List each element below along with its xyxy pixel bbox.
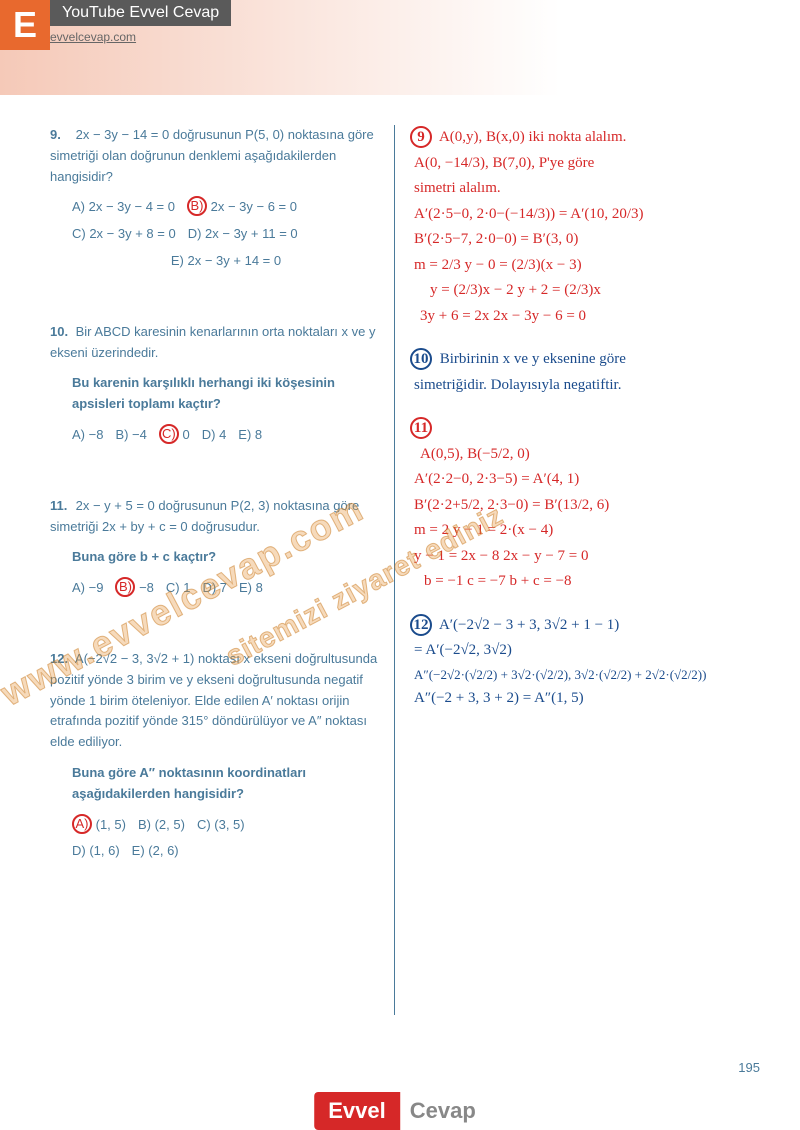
q9-opt-d: D) 2x − 3y + 11 = 0: [188, 224, 298, 245]
s9-l2: A(0, −14/3), B(7,0), P'ye göre: [414, 151, 780, 177]
q12-text: A(−2√2 − 3, 3√2 + 1) noktası x ekseni do…: [50, 651, 377, 749]
s9-l3: simetri alalım.: [414, 176, 780, 202]
s9-l1: A(0,y), B(x,0) iki nokta alalım.: [439, 129, 626, 145]
q12-number: 12.: [50, 649, 72, 670]
q11-opt-b-val: −8: [139, 580, 154, 595]
s11-l2: A′(2·2−0, 2·3−5) = A′(4, 1): [414, 467, 780, 493]
q11-text: 2x − y + 5 = 0 doğrusunun P(2, 3) noktas…: [50, 498, 359, 534]
q10-opt-c-val: 0: [183, 427, 190, 442]
s9-l6: m = 2/3 y − 0 = (2/3)(x − 3): [414, 253, 780, 279]
q11-number: 11.: [50, 496, 72, 517]
q10-line2: Bu karenin karşılıklı herhangi iki köşes…: [72, 373, 380, 415]
q10-answer-circle: C): [159, 424, 179, 444]
s11-number: 11: [410, 417, 432, 439]
solution-12: 12 A′(−2√2 − 3 + 3, 3√2 + 1 − 1) = A′(−2…: [410, 613, 780, 712]
q11-opt-a: A) −9: [72, 578, 103, 599]
question-10: 10. Bir ABCD karesinin kenarlarının orta…: [50, 322, 380, 446]
q10-line1: Bir ABCD karesinin kenarlarının orta nok…: [50, 324, 375, 360]
q12-opt-a-val: (1, 5): [96, 817, 126, 832]
s11-l1: A(0,5), B(−5/2, 0): [420, 442, 780, 468]
questions-column: 9. 2x − 3y − 14 = 0 doğrusunun P(5, 0) n…: [0, 95, 395, 1075]
question-9: 9. 2x − 3y − 14 = 0 doğrusunun P(5, 0) n…: [50, 125, 380, 272]
q9-opt-c: C) 2x − 3y + 8 = 0: [72, 224, 176, 245]
q11-opt-e: E) 8: [239, 578, 263, 599]
s10-l1: Birbirinin x ve y eksenine göre: [440, 351, 626, 367]
s12-number: 12: [410, 614, 432, 636]
q9-opt-a: A) 2x − 3y − 4 = 0: [72, 197, 175, 218]
page-number: 195: [738, 1060, 760, 1075]
header-subtitle: evvelcevap.com: [50, 30, 136, 44]
q10-opt-a: A) −8: [72, 425, 103, 446]
q12-opt-a: A) (1, 5): [72, 815, 126, 836]
s9-l4: A′(2·5−0, 2·0−(−14/3)) = A′(10, 20/3): [414, 202, 780, 228]
q10-number: 10.: [50, 322, 72, 343]
q9-opt-b: B) 2x − 3y − 6 = 0: [187, 197, 297, 218]
header-title: YouTube Evvel Cevap: [50, 0, 231, 26]
solutions-column: 9 A(0,y), B(x,0) iki nokta alalım. A(0, …: [395, 95, 800, 1075]
s12-l1: A′(−2√2 − 3 + 3, 3√2 + 1 − 1): [439, 617, 619, 633]
q10-opt-b: B) −4: [115, 425, 146, 446]
q11-opt-d: D) 7: [202, 578, 227, 599]
q11-bold: Buna göre b + c kaçtır?: [72, 547, 380, 568]
q9-text: 2x − 3y − 14 = 0 doğrusunun P(5, 0) nokt…: [50, 127, 374, 184]
q9-number: 9.: [50, 125, 72, 146]
q11-answer-circle: B): [115, 577, 135, 597]
s9-number: 9: [410, 126, 432, 148]
q12-bold: Buna göre A″ noktasının koordinatları aş…: [72, 763, 380, 805]
s12-l3: A″(−2√2·(√2/2) + 3√2·(√2/2), 3√2·(√2/2) …: [414, 664, 780, 686]
s11-l6: b = −1 c = −7 b + c = −8: [424, 569, 780, 595]
s10-number: 10: [410, 348, 432, 370]
s9-l5: B′(2·5−7, 2·0−0) = B′(3, 0): [414, 227, 780, 253]
s12-l4: A″(−2 + 3, 3 + 2) = A″(1, 5): [414, 686, 780, 712]
q10-opt-c: C) 0: [159, 425, 190, 446]
solution-9: 9 A(0,y), B(x,0) iki nokta alalım. A(0, …: [410, 125, 780, 329]
s12-l2: = A′(−2√2, 3√2): [414, 638, 780, 664]
q10-opt-d: D) 4: [202, 425, 227, 446]
q10-opt-e: E) 8: [238, 425, 262, 446]
footer-evvel: Evvel: [314, 1092, 400, 1130]
footer-cevap: Cevap: [400, 1092, 486, 1130]
logo-badge: E: [0, 0, 50, 50]
q11-opt-c: C) 1: [166, 578, 191, 599]
q11-opt-b: B) −8: [115, 578, 153, 599]
s10-l2: simetriğidir. Dolayısıyla negatiftir.: [414, 373, 780, 399]
q9-opt-b-text: 2x − 3y − 6 = 0: [211, 199, 297, 214]
header: E YouTube Evvel Cevap evvelcevap.com: [0, 0, 800, 95]
q9-opt-e: E) 2x − 3y + 14 = 0: [171, 251, 281, 272]
q9-options: A) 2x − 3y − 4 = 0 B) 2x − 3y − 6 = 0 C)…: [72, 197, 380, 271]
s11-l4: m = 2 y − 1 = 2·(x − 4): [414, 518, 780, 544]
s11-l3: B′(2·2+5/2, 2·3−0) = B′(13/2, 6): [414, 493, 780, 519]
s9-l8: 3y + 6 = 2x 2x − 3y − 6 = 0: [420, 304, 780, 330]
q9-answer-circle: B): [187, 196, 207, 216]
footer-logo: Evvel Cevap: [314, 1092, 486, 1130]
s9-l7: y = (2/3)x − 2 y + 2 = (2/3)x: [430, 278, 780, 304]
q12-opt-b: B) (2, 5): [138, 815, 185, 836]
q12-opt-e: E) (2, 6): [132, 841, 179, 862]
s11-l5: y − 1 = 2x − 8 2x − y − 7 = 0: [414, 544, 780, 570]
content-area: 9. 2x − 3y − 14 = 0 doğrusunun P(5, 0) n…: [0, 95, 800, 1075]
question-12: 12. A(−2√2 − 3, 3√2 + 1) noktası x eksen…: [50, 649, 380, 862]
q12-opt-d: D) (1, 6): [72, 841, 120, 862]
q12-answer-circle: A): [72, 814, 92, 834]
q12-opt-c: C) (3, 5): [197, 815, 245, 836]
question-11: 11. 2x − y + 5 = 0 doğrusunun P(2, 3) no…: [50, 496, 380, 599]
solution-11: 11 A(0,5), B(−5/2, 0) A′(2·2−0, 2·3−5) =…: [410, 416, 780, 595]
solution-10: 10 Birbirinin x ve y eksenine göre simet…: [410, 347, 780, 398]
